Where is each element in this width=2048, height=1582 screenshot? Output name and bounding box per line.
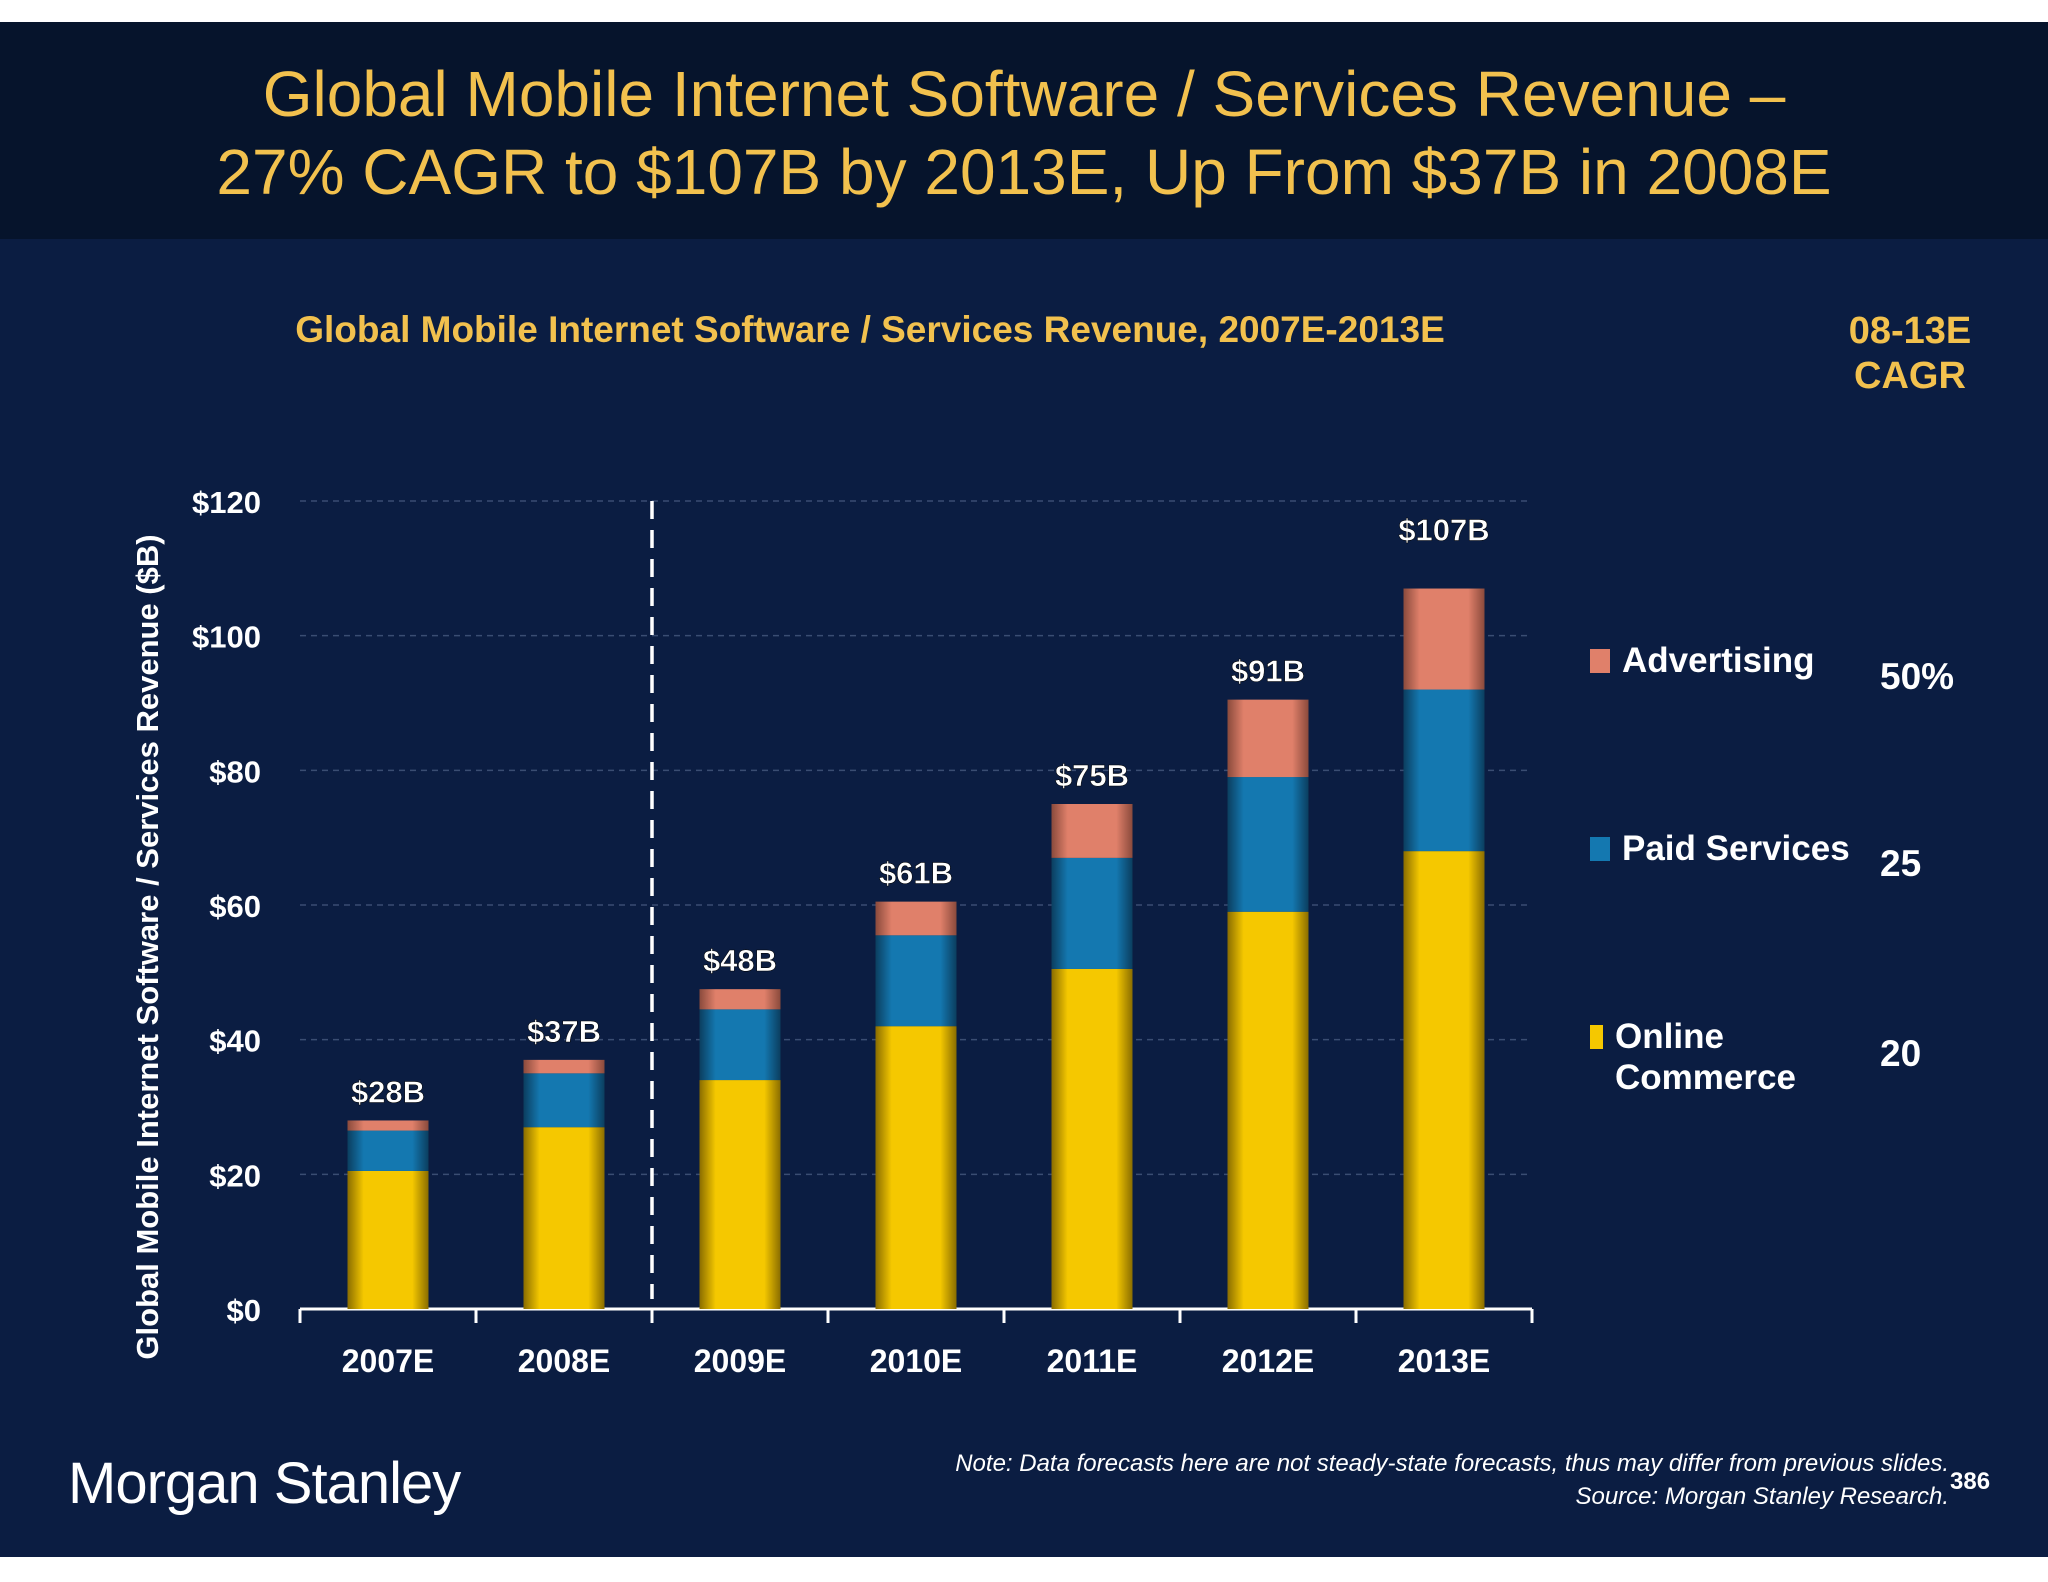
cagr-online-commerce: 20	[1880, 1033, 1922, 1074]
bar-paid-services	[1227, 777, 1309, 912]
total-label: $107B	[1398, 513, 1489, 548]
legend-label: Paid Services	[1622, 829, 1850, 868]
legend-swatch	[1590, 1025, 1604, 1049]
legend-online-commerce: Online Commerce	[1590, 1016, 1810, 1098]
legend-swatch	[1590, 837, 1610, 861]
bar-online-commerce	[1227, 911, 1309, 1309]
cagr-advertising: 50%	[1880, 656, 1955, 697]
bar-advertising	[1051, 804, 1133, 858]
total-label: $61B	[879, 856, 953, 891]
y-tick-label: $80	[209, 754, 261, 789]
bar-advertising	[875, 901, 957, 936]
morgan-stanley-logo: Morgan Stanley	[68, 1451, 461, 1516]
cagr-header-1: 08-13E	[1848, 310, 1972, 352]
legend-advertising: Advertising	[1590, 640, 1815, 681]
legend-label: Online Commerce	[1615, 1017, 1796, 1097]
bar-paid-services	[347, 1130, 429, 1171]
y-tick-label: $60	[209, 889, 261, 924]
y-tick-label: $100	[192, 620, 261, 655]
cagr-header-2: CAGR	[1854, 355, 1966, 397]
bar-advertising	[1227, 699, 1309, 778]
x-tick-label: 2007E	[342, 1343, 435, 1379]
total-label: $37B	[527, 1014, 601, 1049]
chart: Global Mobile Internet Software / Servic…	[130, 485, 1534, 1379]
slide: Global Mobile Internet Software / Servic…	[0, 22, 2048, 1557]
bar-advertising	[523, 1059, 605, 1074]
source: Source: Morgan Stanley Research.	[1575, 1483, 1949, 1510]
x-tick-label: 2011E	[1047, 1343, 1138, 1379]
title-line-1: Global Mobile Internet Software / Servic…	[262, 58, 1786, 130]
bar-paid-services	[699, 1009, 781, 1081]
y-tick-label: $20	[209, 1158, 261, 1193]
x-tick-label: 2010E	[870, 1343, 963, 1379]
x-tick-label: 2008E	[518, 1343, 611, 1379]
bar-online-commerce	[347, 1170, 429, 1309]
legend-label: Advertising	[1622, 641, 1815, 680]
bar-online-commerce	[875, 1026, 957, 1309]
x-tick-label: 2012E	[1222, 1343, 1315, 1379]
legend-paid-services: Paid Services	[1590, 828, 1850, 869]
bar-online-commerce	[1403, 851, 1485, 1309]
bar-advertising	[347, 1120, 429, 1131]
total-label: $91B	[1231, 654, 1305, 689]
y-tick-label: $40	[209, 1024, 261, 1059]
x-tick-label: 2013E	[1398, 1343, 1491, 1379]
bar-advertising	[1403, 588, 1485, 690]
legend-swatch	[1590, 649, 1610, 673]
page-number: 386	[1950, 1468, 1991, 1495]
cagr-paid-services: 25	[1880, 843, 1922, 884]
total-label: $28B	[351, 1074, 425, 1109]
x-tick-label: 2009E	[694, 1343, 787, 1379]
y-axis-label: Global Mobile Internet Software / Servic…	[130, 534, 165, 1359]
chart-title: Global Mobile Internet Software / Servic…	[295, 309, 1445, 350]
bar-online-commerce	[523, 1127, 605, 1309]
y-tick-label: $0	[227, 1293, 261, 1328]
y-tick-label: $120	[192, 485, 261, 520]
total-label: $75B	[1055, 758, 1129, 793]
bar-paid-services	[1051, 857, 1133, 969]
header: Global Mobile Internet Software / Servic…	[0, 22, 2048, 239]
bar-paid-services	[1403, 689, 1485, 852]
total-label: $48B	[703, 943, 777, 978]
bar-paid-services	[875, 935, 957, 1027]
footnote: Note: Data forecasts here are not steady…	[955, 1450, 1949, 1477]
title-line-2: 27% CAGR to $107B by 2013E, Up From $37B…	[216, 136, 1832, 208]
bar-online-commerce	[699, 1080, 781, 1309]
bar-advertising	[699, 989, 781, 1010]
bar-online-commerce	[1051, 968, 1133, 1309]
bar-paid-services	[523, 1073, 605, 1128]
